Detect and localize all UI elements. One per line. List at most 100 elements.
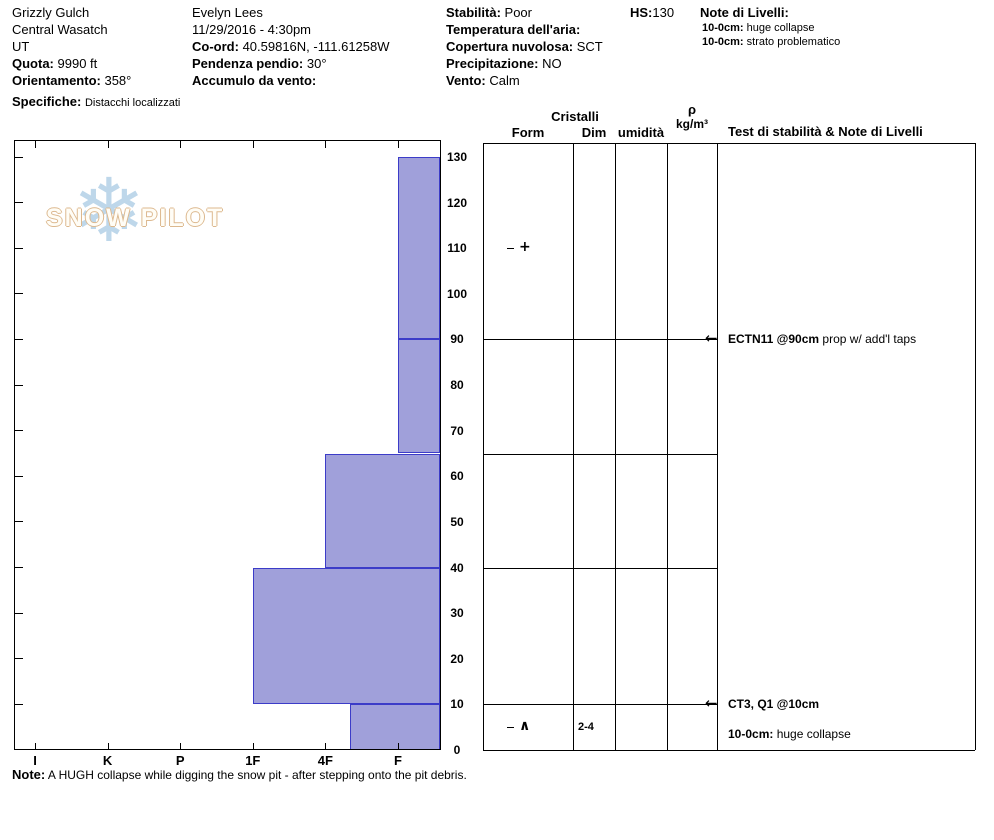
table-grid-line: [615, 143, 616, 750]
air-temp-row: Temperatura dell'aria:: [446, 21, 603, 38]
depth-tick: [15, 475, 23, 477]
elevation-row: Quota: 9990 ft: [12, 55, 180, 72]
test-note: CT3, Q1 @10cm: [728, 696, 819, 712]
slope-angle-value: 30°: [306, 56, 327, 71]
elevation-value: 9990 ft: [57, 56, 98, 71]
depth-label: 50: [450, 514, 464, 529]
depth-label: 80: [450, 378, 464, 393]
aspect-row: Orientamento: 358°: [12, 72, 180, 89]
elevation-label: Quota:: [12, 56, 54, 71]
left-arrow-icon: ←: [705, 694, 718, 713]
dim-column-header: Dim: [581, 125, 607, 140]
layer-notes-block: Note di Livelli: 10-0cm: huge collapse 1…: [700, 4, 840, 49]
crystal-dim-value: 2-4: [578, 721, 594, 734]
specifics-value: Distacchi localizzati: [84, 97, 181, 109]
depth-tick: [15, 567, 23, 569]
aspect-label: Orientamento:: [12, 73, 101, 88]
sky-cover-value: SCT: [576, 39, 603, 54]
snow-layer: [252, 567, 440, 705]
hs-value: 130: [652, 5, 675, 20]
test-note-text: prop w/ add'l taps: [819, 332, 917, 347]
layer-note-text: strato problematico: [746, 36, 841, 48]
observation-block: Evelyn Lees 11/29/2016 - 4:30pm Co-ord: …: [192, 4, 390, 89]
wind-loading-label: Accumulo da vento:: [192, 73, 317, 88]
crystals-column-header: Cristalli: [551, 109, 599, 124]
snow-layer: [398, 157, 440, 340]
test-note-label: CT3, Q1 @10cm: [728, 697, 820, 712]
location-block: Grizzly Gulch Central Wasatch UT Quota: …: [12, 4, 180, 112]
crystal-form-symbol: +: [519, 239, 531, 256]
site-name: Grizzly Gulch: [12, 5, 90, 20]
wind-label: Vento:: [446, 73, 486, 88]
depth-tick: [15, 612, 23, 614]
hs-label: HS:: [630, 5, 653, 20]
table-bottom-line: [483, 750, 975, 751]
specifics-label: Specifiche:: [12, 94, 82, 109]
table-top-line: [483, 143, 975, 144]
depth-label: 100: [446, 286, 468, 301]
density-column-header-symbol: ρ: [687, 102, 697, 117]
layer-boundary-line: [483, 339, 717, 341]
snowpilot-watermark: ❄ SNOW PILOT: [40, 167, 280, 275]
hardness-tick: [180, 743, 182, 750]
test-note: ECTN11 @90cm prop w/ add'l taps: [728, 331, 916, 347]
snow-layer: [325, 453, 440, 568]
hardness-tick: [35, 743, 36, 750]
notes-right-border: [975, 143, 976, 750]
layer-band-note: 10-0cm: huge collapse: [728, 726, 851, 742]
depth-label: 20: [450, 651, 464, 666]
coordinates-value: 40.59816N, -111.61258W: [242, 39, 390, 54]
depth-tick: [15, 384, 23, 386]
depth-tick: [15, 338, 23, 340]
depth-tick: [15, 703, 23, 705]
hs-row: HS:130: [630, 4, 674, 21]
slope-angle-label: Pendenza pendio:: [192, 56, 304, 71]
layer-boundary-line: [483, 453, 717, 455]
hardness-label: 1F: [245, 753, 261, 768]
depth-label: 60: [450, 469, 464, 484]
depth-tick: [15, 247, 23, 249]
depth-tick: [15, 430, 23, 432]
table-grid-line: [573, 143, 574, 750]
layer-notes-title: Note di Livelli:: [700, 5, 789, 20]
hardness-tick: [252, 743, 254, 750]
coordinates-label: Co-ord:: [192, 39, 239, 54]
layer-note-depth: 10-0cm:: [702, 36, 744, 48]
crystal-depth-tick: [507, 726, 514, 728]
sky-cover-row: Copertura nuvolosa: SCT: [446, 38, 603, 55]
left-arrow-icon: ←: [705, 329, 718, 348]
depth-label: 70: [450, 423, 464, 438]
pit-note-label: Note:: [12, 767, 46, 782]
crystal-form-symbol: ∧: [519, 718, 531, 735]
hardness-tick: [325, 743, 327, 750]
hardness-label: I: [33, 753, 37, 768]
hardness-label: K: [102, 753, 113, 768]
layer-band-note-text: huge collapse: [773, 727, 851, 742]
table-grid-line: [717, 143, 718, 750]
depth-label: 10: [450, 697, 464, 712]
depth-tick: [15, 658, 23, 660]
specifics-row: Specifiche: Distacchi localizzati: [12, 93, 180, 112]
snowflake-icon: ❄: [72, 159, 146, 262]
depth-label: 110: [447, 241, 467, 256]
watermark-text: SNOW PILOT: [46, 204, 225, 232]
table-grid-line: [667, 143, 668, 750]
layer-boundary-line: [483, 704, 717, 706]
hardness-label: 4F: [317, 753, 333, 768]
pit-note: Note: A HUGH collapse while digging the …: [12, 767, 467, 782]
snow-height-block: HS:130: [630, 4, 674, 21]
hardness-tick: [398, 743, 399, 750]
density-column-header-unit: kg/m³: [675, 117, 708, 131]
profile-plot-border: [14, 140, 441, 750]
stability-row: Stabilità: Poor: [446, 4, 603, 21]
hardness-tick: [252, 141, 254, 148]
moisture-column-header: umidità: [617, 125, 665, 140]
layer-note-item: 10-0cm: huge collapse: [700, 21, 840, 35]
depth-tick: [15, 521, 23, 523]
aspect-value: 358°: [104, 73, 132, 88]
hardness-tick: [180, 141, 182, 148]
air-temp-label: Temperatura dell'aria:: [446, 22, 581, 37]
depth-label: 90: [450, 332, 464, 347]
layer-band-note-label: 10-0cm:: [728, 727, 774, 742]
depth-tick: [15, 202, 23, 204]
